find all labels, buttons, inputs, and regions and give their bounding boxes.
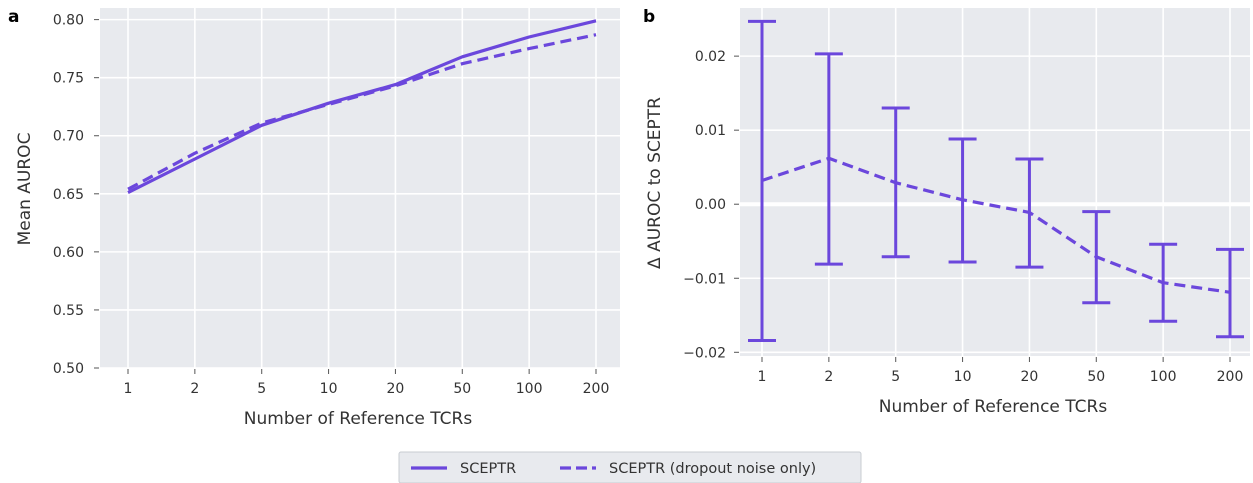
panel-b-xtick-label: 2 <box>824 369 833 385</box>
legend: SCEPTR SCEPTR (dropout noise only) <box>398 451 862 483</box>
panel-b-xtick-label: 200 <box>1217 369 1244 385</box>
panel-a-xtick-label: 100 <box>516 381 543 397</box>
panel-a-y-axis-label: Mean AUROC <box>15 133 35 246</box>
panel-b-ytick-label: −0.01 <box>683 271 726 287</box>
legend-frame <box>398 451 862 483</box>
panel-a-xtick-label: 2 <box>190 381 199 397</box>
panel-a-letter: a <box>8 7 19 27</box>
panel-b-ytick-label: 0.00 <box>695 197 726 213</box>
panel-b-plot-area <box>740 8 1250 356</box>
legend-label-dropout: SCEPTR (dropout noise only) <box>609 461 816 477</box>
panel-b-x-axis-label: Number of Reference TCRs <box>879 397 1108 417</box>
panel-b-letter: b <box>643 7 655 27</box>
panel-a-xtick-label: 50 <box>453 381 471 397</box>
panel-a-sceptr-series-line <box>127 19 597 195</box>
panel-b-error-bar-chart: −0.02 −0.01 0.00 0.01 0.02 1 2 5 10 20 50 100 200 Num… <box>645 8 1250 417</box>
panel-a-line-chart: 0.50 0.55 0.60 0.65 0.70 0.75 0.80 1 2 5 10 20 50 100… <box>15 8 620 429</box>
panel-a-dropout-series-line <box>127 33 597 191</box>
panel-b-ytick-label: 0.02 <box>695 49 726 65</box>
panel-a-xtick-label: 1 <box>124 381 133 397</box>
panel-a-ytick-label: 0.50 <box>53 361 84 377</box>
panel-a-ytick-label: 0.60 <box>53 245 84 261</box>
panel-b-dropout-series-line <box>761 156 1231 294</box>
panel-a-xtick-label: 200 <box>583 381 610 397</box>
panel-a-xtick-label: 20 <box>387 381 405 397</box>
panel-b-xtick-label: 10 <box>954 369 972 385</box>
panel-b-xtick-label: 20 <box>1021 369 1039 385</box>
panel-a-ytick-label: 0.65 <box>53 187 84 203</box>
panel-b-xtick-label: 5 <box>891 369 900 385</box>
panel-b-xtick-label: 50 <box>1087 369 1105 385</box>
panel-a-xtick-label: 5 <box>257 381 266 397</box>
panel-a-ytick-label: 0.80 <box>53 13 84 29</box>
panel-b-ytick-label: 0.01 <box>695 123 726 139</box>
panel-a-ytick-label: 0.75 <box>53 71 84 87</box>
panel-a-x-axis-label: Number of Reference TCRs <box>244 409 473 429</box>
panel-a-ytick-label: 0.55 <box>53 303 84 319</box>
panel-b-xtick-label: 1 <box>758 369 767 385</box>
panel-b-xtick-label: 100 <box>1150 369 1177 385</box>
panel-a-ytick-label: 0.70 <box>53 129 84 145</box>
panel-a-xtick-label: 10 <box>320 381 338 397</box>
legend-label-sceptr: SCEPTR <box>460 461 516 477</box>
panel-b-y-axis-label: Δ AUROC to SCEPTR <box>645 97 665 269</box>
panel-a-plot-area <box>100 8 620 368</box>
panel-b-ytick-label: −0.02 <box>683 345 726 361</box>
